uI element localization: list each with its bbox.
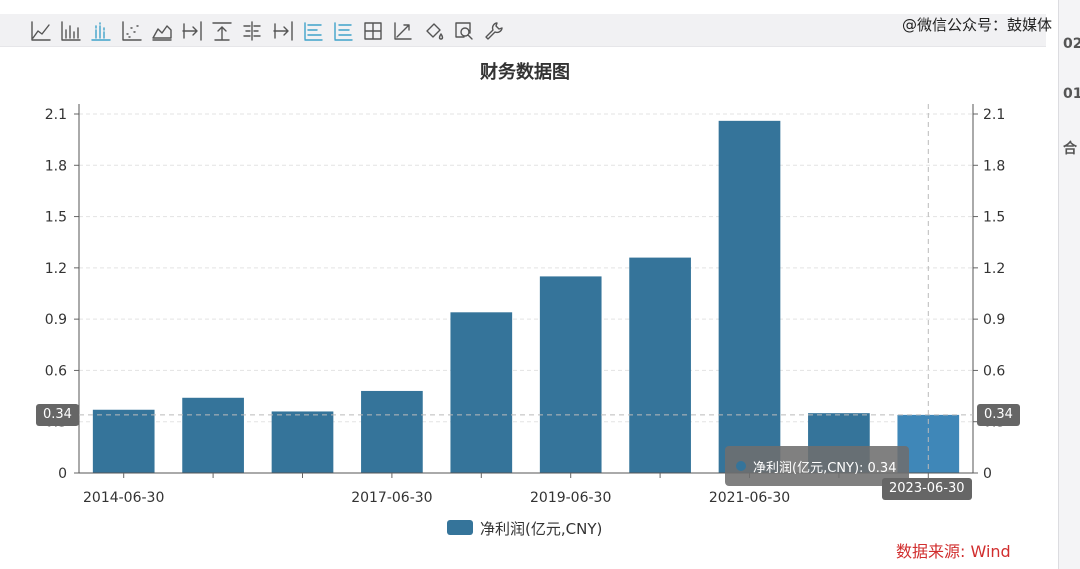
y-tick-label-right: 1.2 — [983, 261, 1005, 277]
y-tick-label-right: 0.6 — [983, 363, 1005, 379]
y-tick-label-right: 1.8 — [983, 158, 1005, 174]
x-tick-label: 2019-06-30 — [530, 490, 611, 506]
y-tick-label-left: 1.8 — [45, 158, 67, 174]
bar-2016-06-30 — [271, 411, 334, 473]
bar-2017-06-30 — [361, 390, 423, 473]
bar-2021-06-30 — [718, 120, 781, 473]
y-tick-label-left: 2.1 — [45, 107, 67, 123]
list-icon — [304, 22, 323, 41]
bar-2020-06-30 — [629, 257, 691, 473]
bar-chart: 000.30.30.60.60.90.91.21.21.51.51.81.82.… — [45, 104, 1005, 506]
adjacent-panel-edge: 02 01 合 — [1058, 0, 1080, 569]
x-tick-label: 2014-06-30 — [83, 490, 164, 506]
y-tick-label-right: 0 — [983, 466, 992, 482]
axis-pointer-label-x: 2023-06-30 — [882, 478, 972, 500]
bar-2018-06-30 — [450, 312, 513, 473]
stacked-bar-icon — [91, 22, 112, 41]
align-bottom-icon — [272, 21, 293, 41]
wrench-icon — [485, 22, 503, 40]
y-tick-label-left: 0 — [58, 466, 67, 482]
data-source: 数据来源: Wind — [896, 542, 1011, 561]
grid-icon — [364, 22, 382, 40]
y-tick-label-left: 1.5 — [45, 210, 67, 226]
y-tick-label-right: 0.9 — [983, 312, 1005, 328]
x-tick-label: 2017-06-30 — [351, 490, 432, 506]
scatter-icon — [121, 21, 142, 41]
y-tick-label-left: 1.2 — [45, 261, 67, 277]
chart-title: 财务数据图 — [480, 62, 570, 83]
area-chart-icon — [152, 25, 172, 41]
edge-text-2: 01 — [1063, 86, 1080, 102]
list-indent-icon — [334, 22, 353, 41]
tooltip-marker — [736, 461, 746, 471]
line-chart-icon — [31, 21, 51, 41]
bar-chart-icon — [61, 21, 81, 41]
chart-toolbar — [0, 14, 1046, 47]
y-tick-label-left: 0.6 — [45, 363, 67, 379]
chart-tooltip: 净利润(亿元,CNY): 0.34 — [725, 446, 909, 486]
y-tick-label-left: 0.9 — [45, 312, 67, 328]
align-top-icon — [212, 22, 232, 41]
zoom-icon — [455, 22, 473, 40]
watermark: @微信公众号：鼓媒体 — [902, 16, 1053, 34]
y-tick-label-right: 1.5 — [983, 210, 1005, 226]
axis-pointer-label-left: 0.34 — [36, 404, 79, 426]
edge-text-1: 02 — [1063, 36, 1080, 52]
bar-2014-06-30 — [92, 409, 155, 473]
bar-2019-06-30 — [539, 276, 602, 473]
axis-pointer-label-right: 0.34 — [977, 404, 1020, 426]
legend-label: 净利润(亿元,CNY) — [480, 520, 603, 538]
legend-swatch — [447, 520, 473, 535]
x-tick-label: 2021-06-30 — [709, 490, 790, 506]
y-tick-label-right: 2.1 — [983, 107, 1005, 123]
fill-icon — [425, 23, 443, 40]
edge-text-3: 合 — [1063, 141, 1077, 157]
align-right-icon — [182, 21, 202, 41]
align-center-icon — [243, 21, 262, 41]
tooltip-text: 净利润(亿元,CNY): 0.34 — [753, 461, 897, 476]
trend-icon — [394, 22, 413, 40]
bar-2015-06-30 — [182, 397, 244, 473]
